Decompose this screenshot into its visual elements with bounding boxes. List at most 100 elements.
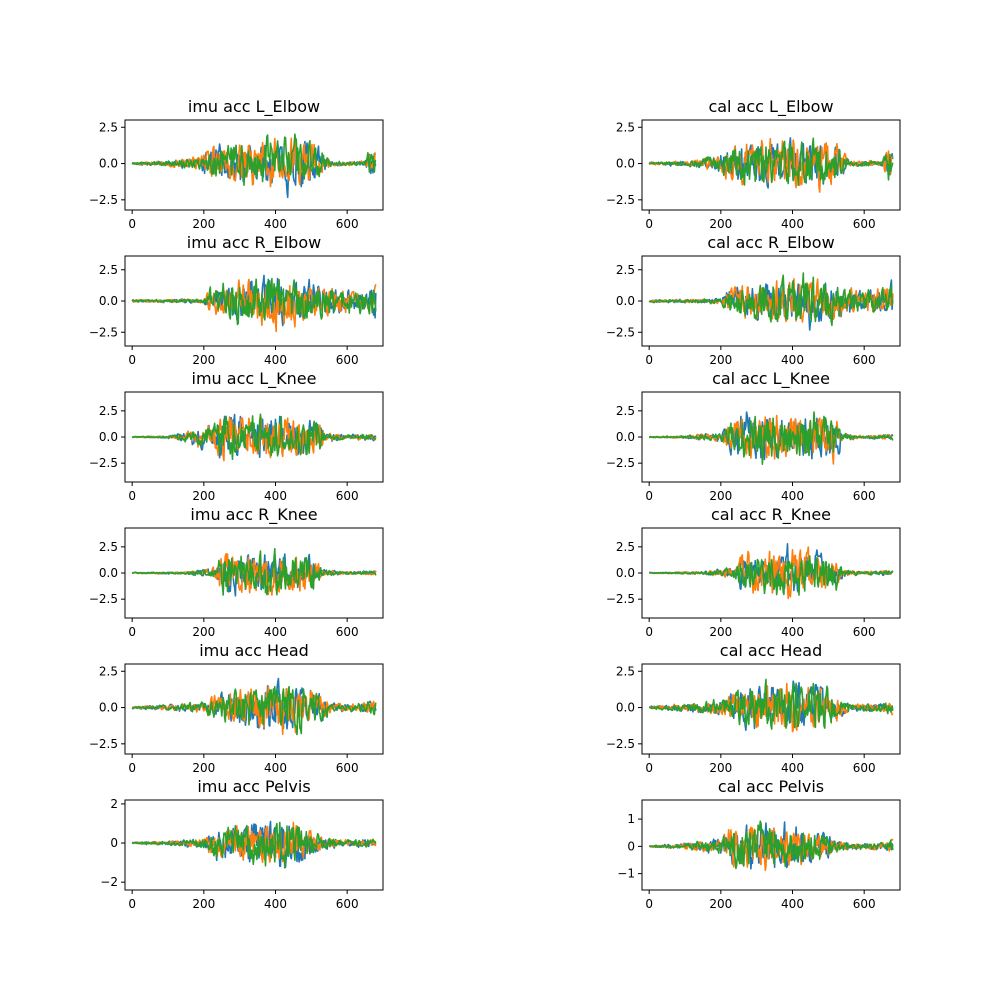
subplot-title: cal acc R_Elbow xyxy=(707,233,834,253)
y-tick-label: 2.5 xyxy=(616,263,635,277)
series-line-z xyxy=(131,413,376,461)
subplot: 0 200 400 600 −2.5 0.0 2.5 cal acc Head xyxy=(606,641,901,775)
x-tick-label: 0 xyxy=(128,897,136,911)
y-tick-label: 0.0 xyxy=(99,566,118,580)
y-tick-label: 2.5 xyxy=(616,540,635,554)
subplot: 0 200 400 600 −2.5 0.0 2.5 cal acc L_Elbow xyxy=(606,97,901,231)
x-tick-label: 200 xyxy=(709,353,732,367)
axes-frame xyxy=(124,119,384,211)
x-tick-label: 200 xyxy=(709,217,732,231)
y-tick-label: 2.5 xyxy=(616,120,635,134)
y-tick-label: −2.5 xyxy=(606,193,635,207)
y-tick-label: 0.0 xyxy=(99,701,118,715)
series-group xyxy=(131,133,377,199)
series-group xyxy=(131,413,377,462)
x-tick-label: 400 xyxy=(264,625,287,639)
series-group xyxy=(131,677,377,736)
y-tick-label: 0 xyxy=(110,836,118,850)
x-tick-label: 200 xyxy=(709,625,732,639)
y-tick-label: −2.5 xyxy=(89,456,118,470)
y-tick-label: 0.0 xyxy=(616,701,635,715)
x-tick-label: 0 xyxy=(128,217,136,231)
y-tick-label: −2.5 xyxy=(89,592,118,606)
x-tick-label: 400 xyxy=(264,761,287,775)
y-tick-label: 2.5 xyxy=(616,404,635,418)
x-tick-label: 200 xyxy=(709,489,732,503)
x-tick-label: 600 xyxy=(853,217,876,231)
y-tick-label: −2.5 xyxy=(606,456,635,470)
x-tick-label: 200 xyxy=(192,897,215,911)
series-group xyxy=(648,411,894,466)
subplot-title: cal acc Pelvis xyxy=(718,777,824,796)
y-tick-label: 2.5 xyxy=(99,120,118,134)
subplot-title: imu acc L_Knee xyxy=(192,369,317,389)
x-tick-label: 600 xyxy=(853,353,876,367)
x-tick-label: 0 xyxy=(645,217,653,231)
x-tick-label: 400 xyxy=(781,625,804,639)
series-line-z xyxy=(132,133,377,186)
y-tick-label: 2.5 xyxy=(99,664,118,678)
subplot-title: cal acc Head xyxy=(720,641,822,660)
x-tick-label: 0 xyxy=(128,625,136,639)
series-group xyxy=(648,820,894,872)
series-line-z xyxy=(649,820,894,870)
axes-frame xyxy=(641,663,901,755)
series-line-z xyxy=(649,678,894,730)
series-line-z xyxy=(648,272,894,327)
series-line-z xyxy=(131,277,377,326)
subplot-title: imu acc Pelvis xyxy=(197,777,310,796)
x-tick-label: 600 xyxy=(336,217,359,231)
y-tick-label: −2.5 xyxy=(606,592,635,606)
x-tick-label: 600 xyxy=(336,625,359,639)
x-tick-label: 600 xyxy=(336,897,359,911)
x-tick-label: 0 xyxy=(645,353,653,367)
y-tick-label: −2.5 xyxy=(606,737,635,751)
y-tick-label: 2.5 xyxy=(99,540,118,554)
y-tick-label: 2 xyxy=(110,797,118,811)
x-tick-label: 600 xyxy=(853,761,876,775)
y-tick-label: 0.0 xyxy=(99,430,118,444)
y-tick-label: 0.0 xyxy=(99,294,118,308)
x-tick-label: 600 xyxy=(336,353,359,367)
y-tick-label: −2.5 xyxy=(89,325,118,339)
series-line-z xyxy=(132,547,377,596)
subplot: 0 200 400 600 −2.5 0.0 2.5 imu acc Head xyxy=(89,641,384,775)
axes-frame xyxy=(124,799,384,891)
series-group xyxy=(131,547,377,597)
x-tick-label: 0 xyxy=(645,897,653,911)
subplot: 0 200 400 600 −2.5 0.0 2.5 cal acc R_Elbow xyxy=(606,233,901,367)
x-tick-label: 200 xyxy=(192,625,215,639)
x-tick-label: 400 xyxy=(781,217,804,231)
subplot-title: cal acc L_Knee xyxy=(712,369,830,389)
subplot: 0 200 400 600 −2 0 2 imu acc Pelvis xyxy=(100,777,384,911)
series-line-z xyxy=(648,137,894,186)
axes-frame xyxy=(124,663,384,755)
y-tick-label: 2.5 xyxy=(99,263,118,277)
y-tick-label: −2.5 xyxy=(606,325,635,339)
subplot-title: cal acc R_Knee xyxy=(711,505,831,525)
series-group xyxy=(648,272,894,331)
series-group xyxy=(648,137,894,193)
y-tick-label: 0.0 xyxy=(616,430,635,444)
y-tick-label: 0.0 xyxy=(616,157,635,171)
series-line-z xyxy=(132,685,377,736)
subplot: 0 200 400 600 −2.5 0.0 2.5 imu acc R_Knee xyxy=(89,505,384,639)
x-tick-label: 600 xyxy=(853,625,876,639)
x-tick-label: 400 xyxy=(781,489,804,503)
series-line-z xyxy=(649,411,894,466)
y-tick-label: 0.0 xyxy=(616,566,635,580)
y-tick-label: −1 xyxy=(617,867,635,881)
y-tick-label: 2.5 xyxy=(616,664,635,678)
y-tick-label: 0.0 xyxy=(99,157,118,171)
x-tick-label: 200 xyxy=(709,897,732,911)
x-tick-label: 400 xyxy=(264,353,287,367)
axes-frame xyxy=(641,119,901,211)
series-group xyxy=(649,542,894,600)
y-tick-label: 2.5 xyxy=(99,404,118,418)
series-group xyxy=(131,274,377,333)
x-tick-label: 0 xyxy=(645,489,653,503)
subplot-title: imu acc R_Elbow xyxy=(187,233,321,253)
x-tick-label: 400 xyxy=(264,489,287,503)
subplot: 0 200 400 600 −2.5 0.0 2.5 imu acc L_Knee xyxy=(89,369,384,503)
